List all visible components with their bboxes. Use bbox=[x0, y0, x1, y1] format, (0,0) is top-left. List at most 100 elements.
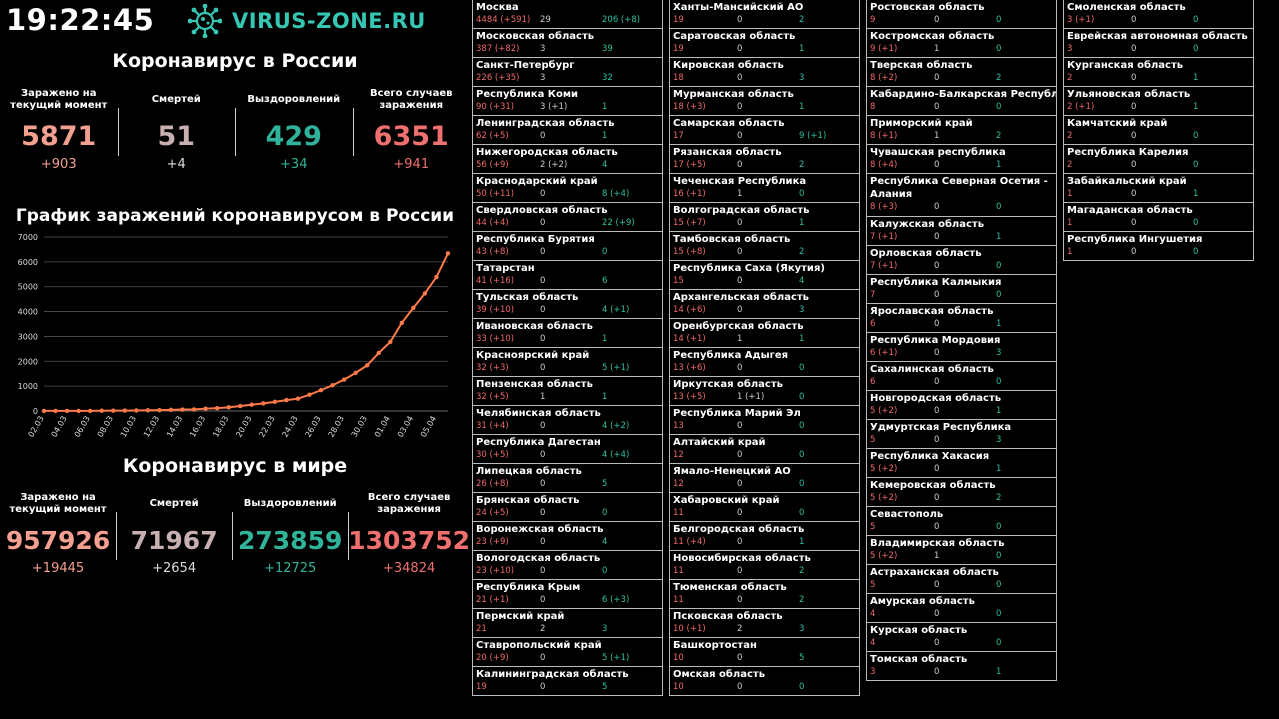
region-item: Калужская область 7 (+1) 0 1 bbox=[866, 217, 1057, 246]
region-stats: 11 (+4) 0 1 bbox=[673, 536, 857, 548]
region-infected: 5 bbox=[870, 435, 876, 445]
x-tick-label: 12.03 bbox=[142, 415, 161, 439]
region-infected: 13 (+6) bbox=[673, 363, 706, 373]
region-infected: 8 (+1) bbox=[870, 131, 898, 141]
region-infected: 10 bbox=[673, 653, 684, 663]
region-stats: 8 (+3) 0 0 bbox=[870, 201, 1054, 213]
region-stats: 56 (+9) 2 (+2) 4 bbox=[476, 159, 660, 171]
region-item: Москва 4484 (+591) 29 206 (+8) bbox=[472, 0, 663, 29]
region-stats: 15 (+7) 0 1 bbox=[673, 217, 857, 229]
region-deaths: 0 bbox=[737, 566, 743, 576]
region-name: Республика Карелия bbox=[1067, 147, 1189, 158]
region-infected: 44 (+4) bbox=[476, 218, 509, 228]
region-item: Челябинская область 31 (+4) 0 4 (+2) bbox=[472, 406, 663, 435]
y-tick-label: 4000 bbox=[18, 308, 38, 317]
region-name: Костромская область bbox=[870, 31, 995, 42]
region-name: Тюменская область bbox=[673, 582, 787, 593]
region-infected: 7 (+1) bbox=[870, 232, 898, 242]
region-recovered: 6 bbox=[602, 276, 608, 286]
stat-label: Смертей bbox=[149, 498, 199, 509]
region-item: Ульяновская область 2 (+1) 0 1 bbox=[1063, 87, 1254, 116]
region-name: Волгоградская область bbox=[673, 205, 810, 216]
x-tick-label: 24.03 bbox=[280, 415, 299, 439]
region-deaths: 0 bbox=[737, 537, 743, 547]
region-deaths: 0 bbox=[737, 160, 743, 170]
x-tick-label: 04.03 bbox=[50, 415, 69, 439]
region-recovered: 3 bbox=[996, 348, 1002, 358]
region-infected: 3 bbox=[870, 667, 876, 677]
region-recovered: 3 bbox=[799, 305, 805, 315]
region-stats: 32 (+3) 0 5 (+1) bbox=[476, 362, 660, 374]
region-item: Ростовская область 9 0 0 bbox=[866, 0, 1057, 29]
world-stats: Заражено на текущий момент 957926 +19445… bbox=[0, 486, 470, 578]
region-deaths: 0 bbox=[934, 638, 940, 648]
region-deaths: 3 bbox=[540, 44, 546, 54]
region-item: Волгоградская область 15 (+7) 0 1 bbox=[669, 203, 860, 232]
russia-stat-infected: Заражено на текущий момент 5871 +903 bbox=[0, 82, 118, 174]
region-name: Курганская область bbox=[1067, 60, 1184, 71]
region-deaths: 0 bbox=[737, 73, 743, 83]
region-name: Брянская область bbox=[476, 495, 580, 506]
region-infected: 23 (+10) bbox=[476, 566, 515, 576]
region-stats: 18 (+3) 0 1 bbox=[673, 101, 857, 113]
site-logo[interactable]: VIRUS-ZONE.RU bbox=[188, 4, 426, 38]
region-deaths: 1 bbox=[934, 551, 940, 561]
region-recovered: 3 bbox=[799, 73, 805, 83]
y-tick-label: 2000 bbox=[18, 357, 38, 366]
region-item: Рязанская область 17 (+5) 0 2 bbox=[669, 145, 860, 174]
region-deaths: 1 (+1) bbox=[737, 392, 765, 402]
region-stats: 20 (+9) 0 5 (+1) bbox=[476, 652, 660, 664]
region-recovered: 4 (+1) bbox=[602, 305, 630, 315]
stat-value: 429 bbox=[265, 121, 322, 152]
region-infected: 19 bbox=[673, 15, 684, 25]
region-stats: 21 (+1) 0 6 (+3) bbox=[476, 594, 660, 606]
y-tick-label: 0 bbox=[33, 407, 38, 416]
region-stats: 90 (+31) 3 (+1) 1 bbox=[476, 101, 660, 113]
region-item: Камчатский край 2 0 0 bbox=[1063, 116, 1254, 145]
region-item: Ханты-Мансийский АО 19 0 2 bbox=[669, 0, 860, 29]
region-recovered: 4 bbox=[602, 160, 608, 170]
region-deaths: 0 bbox=[737, 44, 743, 54]
region-name: Рязанская область bbox=[673, 147, 782, 158]
region-item: Мурманская область 18 (+3) 0 1 bbox=[669, 87, 860, 116]
region-infected: 24 (+5) bbox=[476, 508, 509, 518]
region-recovered: 1 bbox=[996, 232, 1002, 242]
region-stats: 4484 (+591) 29 206 (+8) bbox=[476, 14, 660, 26]
region-recovered: 0 bbox=[996, 377, 1002, 387]
x-tick-label: 10.03 bbox=[119, 415, 138, 439]
region-stats: 44 (+4) 0 22 (+9) bbox=[476, 217, 660, 229]
region-recovered: 0 bbox=[799, 392, 805, 402]
region-infected: 5 (+2) bbox=[870, 551, 898, 561]
region-stats: 7 0 0 bbox=[870, 289, 1054, 301]
region-item: Башкортостан 10 0 5 bbox=[669, 638, 860, 667]
stat-label: Выздоровлений bbox=[243, 498, 337, 509]
region-recovered: 3 bbox=[799, 624, 805, 634]
region-recovered: 1 bbox=[602, 392, 608, 402]
region-stats: 17 (+5) 0 2 bbox=[673, 159, 857, 171]
region-recovered: 5 bbox=[799, 653, 805, 663]
data-point bbox=[145, 408, 151, 413]
y-tick-label: 6000 bbox=[18, 258, 38, 267]
region-deaths: 0 bbox=[934, 667, 940, 677]
region-deaths: 1 bbox=[540, 392, 546, 402]
region-name: Владимирская область bbox=[870, 538, 1005, 549]
region-stats: 15 0 4 bbox=[673, 275, 857, 287]
region-item: Смоленская область 3 (+1) 0 0 bbox=[1063, 0, 1254, 29]
data-point bbox=[353, 370, 358, 376]
region-item: Пермский край 21 2 3 bbox=[472, 609, 663, 638]
data-point bbox=[376, 350, 381, 356]
region-recovered: 0 bbox=[996, 638, 1002, 648]
region-item: Московская область 387 (+82) 3 39 bbox=[472, 29, 663, 58]
region-deaths: 0 bbox=[934, 15, 940, 25]
region-recovered: 5 bbox=[602, 682, 608, 692]
y-tick-label: 7000 bbox=[18, 233, 38, 242]
region-deaths: 0 bbox=[540, 595, 546, 605]
region-recovered: 0 bbox=[996, 15, 1002, 25]
region-recovered: 1 bbox=[996, 319, 1002, 329]
russia-stat-deaths: Смертей 51 +4 bbox=[117, 82, 236, 174]
logo-text[interactable]: VIRUS-ZONE.RU bbox=[232, 9, 426, 33]
region-item: Республика Карелия 2 0 0 bbox=[1063, 145, 1254, 174]
region-deaths: 0 bbox=[1131, 160, 1137, 170]
region-deaths: 3 (+1) bbox=[540, 102, 568, 112]
region-deaths: 0 bbox=[1131, 247, 1137, 257]
